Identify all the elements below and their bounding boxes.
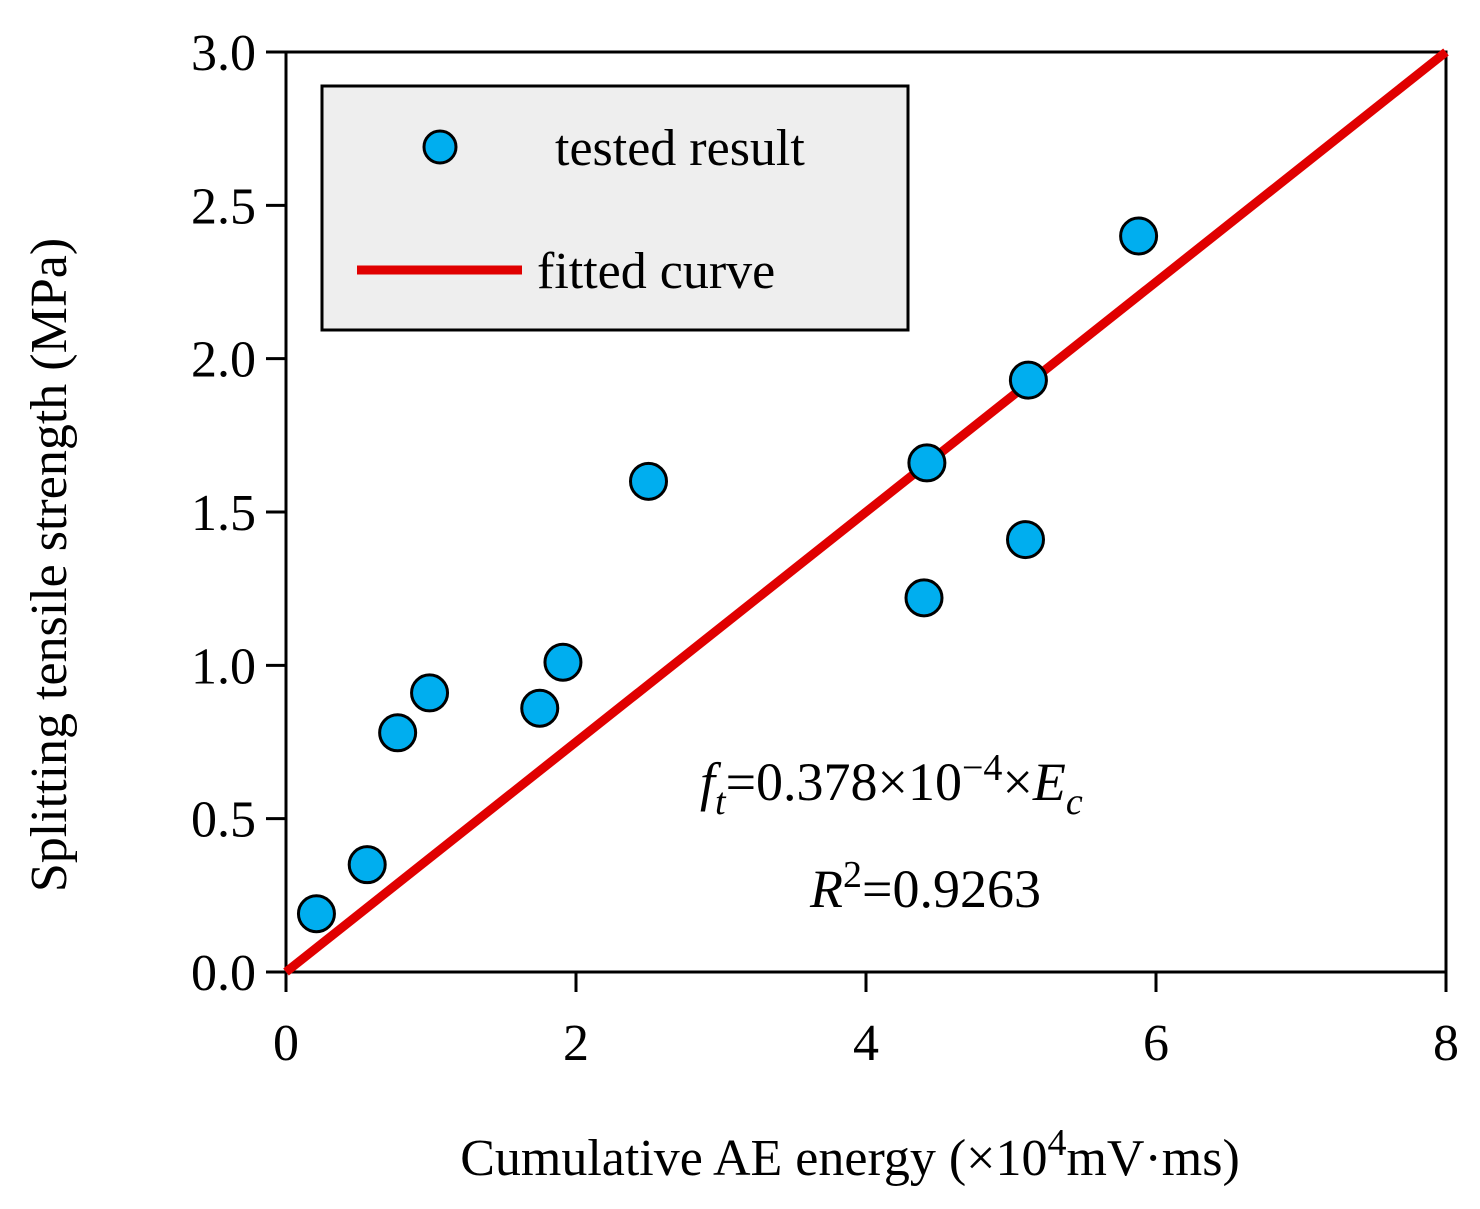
x-axis-title: Cumulative AE energy (×104mV·ms) xyxy=(460,1122,1240,1187)
y-tick-label: 2.0 xyxy=(191,332,256,389)
data-point xyxy=(520,688,560,728)
x-tick-label: 6 xyxy=(1143,1015,1169,1072)
r-squared: R2=0.9263 xyxy=(809,854,1041,919)
y-tick-label: 0.5 xyxy=(191,792,256,849)
y-tick-label: 3.0 xyxy=(191,25,256,82)
legend-box xyxy=(320,84,910,332)
data-point xyxy=(410,673,450,713)
fit-equation: ft=0.378×10−4×Ec xyxy=(700,747,1083,823)
x-tick-label: 0 xyxy=(273,1015,299,1072)
y-tick-label: 0.0 xyxy=(191,945,256,1002)
legend: tested result fitted curve xyxy=(320,84,910,332)
data-point xyxy=(1006,520,1045,560)
tested-result-points xyxy=(296,216,1159,934)
data-point xyxy=(907,443,947,483)
y-axis-ticks: 0.0 0.5 1.0 1.5 2.0 2.5 3.0 xyxy=(191,25,286,1002)
data-point xyxy=(1119,216,1159,256)
y-tick-label: 2.5 xyxy=(191,178,256,235)
legend-label-tested-result: tested result xyxy=(555,120,805,177)
fitted-curve-line xyxy=(283,48,1449,976)
y-tick-label: 1.0 xyxy=(191,638,256,695)
y-tick-label: 1.5 xyxy=(191,485,256,542)
x-tick-label: 2 xyxy=(563,1015,589,1072)
legend-label-fitted-curve: fitted curve xyxy=(537,243,775,300)
data-point xyxy=(378,713,418,753)
legend-marker-tested-result xyxy=(422,129,458,165)
data-point xyxy=(629,461,668,501)
x-axis-ticks: 0 2 4 6 8 xyxy=(273,972,1459,1072)
data-point xyxy=(347,845,387,885)
data-point xyxy=(1008,360,1048,400)
data-point xyxy=(543,642,583,682)
x-tick-label: 4 xyxy=(853,1015,879,1072)
data-point xyxy=(904,578,944,618)
y-axis-title: Splitting tensile strength (MPa) xyxy=(21,238,78,892)
x-tick-label: 8 xyxy=(1433,1015,1459,1072)
data-point xyxy=(296,894,336,934)
